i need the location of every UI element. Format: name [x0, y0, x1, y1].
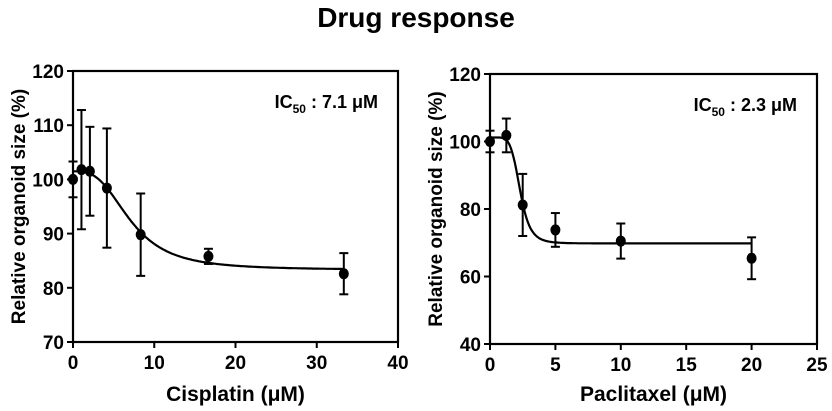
y-tick-label: 120 — [449, 65, 481, 86]
x-axis-label: Cisplatin (μM) — [166, 383, 305, 406]
figure-title: Drug response — [317, 2, 515, 33]
data-point — [101, 127, 112, 249]
data-point — [203, 247, 214, 265]
x-tick-label: 25 — [806, 355, 828, 376]
y-tick-label: 80 — [460, 200, 481, 221]
y-tick-label: 70 — [43, 333, 64, 354]
x-tick-label: 20 — [741, 355, 762, 376]
x-tick-label: 20 — [225, 353, 246, 374]
y-tick-label: 60 — [460, 268, 481, 289]
y-tick-label: 100 — [32, 170, 64, 191]
x-axis-label: Paclitaxel (μM) — [580, 383, 727, 406]
x-tick-label: 40 — [387, 353, 408, 374]
x-tick-label: 0 — [485, 355, 496, 376]
x-tick-label: 0 — [68, 353, 79, 374]
data-point — [485, 129, 495, 154]
y-axis-label: Relative organoid size (%) — [9, 89, 30, 324]
y-tick-label: 100 — [449, 133, 481, 154]
y-tick-label: 80 — [43, 279, 64, 300]
data-point — [76, 109, 87, 231]
y-tick-label: 120 — [32, 62, 64, 83]
x-tick-label: 30 — [306, 353, 327, 374]
data-point — [550, 212, 561, 248]
data-point — [338, 252, 349, 296]
data-point — [746, 236, 757, 281]
data-point — [135, 192, 146, 277]
y-tick-label: 110 — [33, 116, 64, 137]
y-axis-label: Relative organoid size (%) — [426, 91, 447, 326]
ic50-annotation: IC50 : 2.3 μM — [694, 95, 797, 119]
x-tick-label: 5 — [550, 355, 561, 376]
data-point — [68, 160, 78, 199]
x-tick-label: 10 — [144, 353, 165, 374]
y-tick-label: 90 — [43, 225, 64, 246]
ic50-annotation: IC50 : 7.1 μM — [275, 92, 378, 116]
data-point — [501, 117, 512, 154]
data-point — [84, 125, 95, 217]
chart-2: 40 60 80 100 120 0 5 10 15 20 25 Paclitaxel (μM) Rel… — [426, 65, 828, 406]
data-point — [517, 172, 528, 237]
y-tick-label: 40 — [460, 335, 481, 356]
chart-1: 70 80 90 100 110 120 0 10 20 30 40 Cisplatin (μM) Re… — [9, 62, 409, 406]
x-tick-label: 10 — [610, 355, 631, 376]
data-point — [615, 222, 626, 260]
x-tick-label: 15 — [676, 355, 698, 376]
